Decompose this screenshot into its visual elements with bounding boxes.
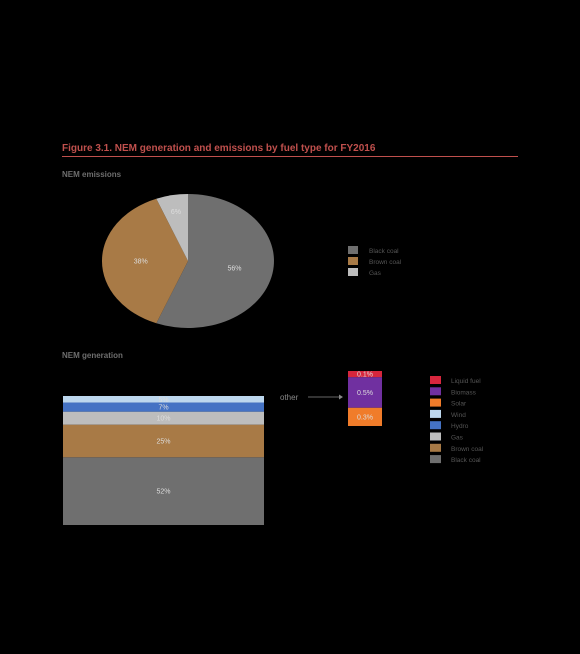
pie-label-gas: 6% bbox=[171, 209, 181, 216]
pie-legend-label-gas: Gas bbox=[369, 270, 382, 277]
emissions-chart-title: NEM emissions bbox=[62, 170, 122, 179]
bar-legend-swatch-brown-coal bbox=[430, 443, 441, 452]
bar-segment-black-coal bbox=[63, 457, 264, 525]
other-segment-biomass bbox=[348, 377, 382, 408]
bar-legend-label-liquid-fuel: Liquid fuel bbox=[451, 378, 481, 385]
bar-label-black-coal: 52% bbox=[156, 489, 170, 496]
pie-legend-label-black-coal: Black coal bbox=[369, 248, 399, 255]
pie-slice-gas bbox=[156, 194, 188, 261]
bar-legend-label-hydro: Hydro bbox=[451, 423, 469, 430]
pie-slice-black-coal bbox=[156, 194, 274, 328]
figure-title: Figure 3.1. NEM generation and emissions… bbox=[62, 143, 376, 154]
bar-legend-swatch-solar bbox=[430, 398, 441, 407]
bar-legend-swatch-black-coal bbox=[430, 455, 441, 464]
bar-legend-swatch-gas bbox=[430, 432, 441, 441]
bar-legend-label-black-coal: Black coal bbox=[451, 457, 481, 464]
generation-chart-title: NEM generation bbox=[62, 351, 123, 360]
bar-legend-label-brown-coal: Brown coal bbox=[451, 446, 484, 453]
other-segment-liquid-fuel bbox=[348, 371, 382, 378]
other-label-liquid-fuel: 0.1% bbox=[357, 372, 373, 379]
bar-segment-brown-coal bbox=[63, 424, 264, 458]
other-arrow-head bbox=[339, 394, 343, 400]
bar-legend-swatch-biomass bbox=[430, 387, 441, 396]
bar-legend-swatch-wind bbox=[430, 409, 441, 418]
title-divider bbox=[62, 156, 518, 157]
other-segment-solar bbox=[348, 407, 382, 426]
bar-segment-gas bbox=[63, 411, 264, 425]
bar-label-wind: 5% bbox=[158, 397, 168, 404]
pie-label-black-coal: 56% bbox=[227, 265, 241, 272]
pie-label-brown-coal: 38% bbox=[134, 259, 148, 266]
bar-label-gas: 10% bbox=[156, 416, 170, 423]
bar-legend-swatch-hydro bbox=[430, 421, 441, 430]
pie-legend-swatch-black-coal bbox=[348, 246, 358, 254]
bar-legend-label-biomass: Biomass bbox=[451, 389, 477, 396]
other-label-biomass: 0.5% bbox=[357, 390, 373, 397]
other-label: other bbox=[280, 393, 299, 402]
other-label-solar: 0.3% bbox=[357, 414, 373, 421]
bar-segment-wind bbox=[63, 396, 264, 403]
bar-legend-label-wind: Wind bbox=[451, 412, 466, 419]
bar-legend-label-solar: Solar bbox=[451, 401, 467, 408]
pie-legend-swatch-brown-coal bbox=[348, 257, 358, 265]
pie-legend-swatch-gas bbox=[348, 268, 358, 276]
bar-legend-swatch-liquid-fuel bbox=[430, 376, 441, 384]
pie-slice-brown-coal bbox=[101, 198, 188, 324]
bar-label-hydro: 7% bbox=[158, 405, 168, 412]
bar-label-brown-coal: 25% bbox=[156, 439, 170, 446]
bar-segment-hydro bbox=[63, 402, 264, 412]
pie-legend-label-brown-coal: Brown coal bbox=[369, 259, 402, 266]
bar-legend-label-gas: Gas bbox=[451, 435, 464, 442]
